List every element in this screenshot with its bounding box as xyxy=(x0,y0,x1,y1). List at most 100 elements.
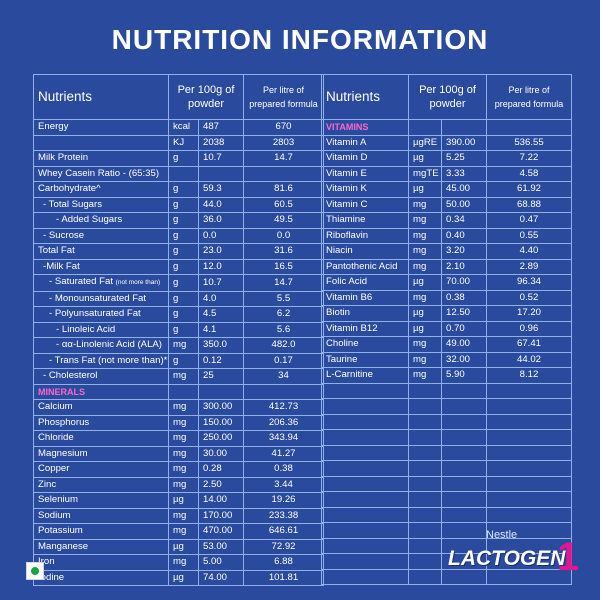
table-row: Milk Protein g 10.7 14.7 xyxy=(33,150,325,167)
empty-cell xyxy=(486,444,573,461)
per-100g-value: 10.7 xyxy=(197,150,245,167)
header-row: Nutrients Per 100g of powder Per litre o… xyxy=(33,74,325,120)
empty-row xyxy=(321,506,573,523)
unit-cell: g xyxy=(168,212,199,229)
nutrient-name: Carbohydrate^ xyxy=(33,181,169,198)
per-litre-value: 0.17 xyxy=(243,352,325,369)
table-row: Vitamin C mg 50.00 68.88 xyxy=(321,196,573,213)
per-litre-value: 61.92 xyxy=(486,181,573,198)
per-litre-value: 412.73 xyxy=(243,399,325,416)
table-row: Thiamine mg 0.34 0.47 xyxy=(321,212,573,229)
header-per-100g: Per 100g of powder xyxy=(407,74,488,120)
nutrient-name: Iodine xyxy=(33,569,169,586)
table-row: Copper mg 0.28 0.38 xyxy=(33,461,325,478)
empty-cell xyxy=(440,429,488,446)
per-100g-value: 12.0 xyxy=(197,258,245,275)
nutrient-label: Pantothenic Acid xyxy=(326,260,398,272)
nutrient-name: Sodium xyxy=(33,507,169,524)
per-litre-value: 101.81 xyxy=(243,569,325,586)
nutrient-name: Chloride xyxy=(33,430,169,447)
empty-row xyxy=(321,413,573,430)
nutrient-label: Vitamin A xyxy=(326,136,367,148)
brand-logo: Nestle LACTOGEN 1 xyxy=(448,527,588,587)
table-row: KJ 2038 2803 xyxy=(33,134,325,151)
nutrient-label: Vitamin B6 xyxy=(326,291,373,303)
per-100g-value: 45.00 xyxy=(440,181,488,198)
per-litre-value: 4.40 xyxy=(486,243,573,260)
per-litre-value: 343.94 xyxy=(243,430,325,447)
per-100g-value: 4.0 xyxy=(197,290,245,307)
table-row: Taurine mg 32.00 44.02 xyxy=(321,351,573,368)
nutrient-name: - Saturated Fat (not more than) xyxy=(33,274,169,292)
nutrient-label: - Added Sugars xyxy=(56,214,123,225)
per-100g-value: 170.00 xyxy=(197,507,245,524)
unit-cell: g xyxy=(168,274,199,292)
per-litre-value: 206.36 xyxy=(243,414,325,431)
empty-cell xyxy=(408,506,442,523)
table-row: Total Fat g 23.0 31.6 xyxy=(33,243,325,260)
per-litre-value: 233.38 xyxy=(243,507,325,524)
nutrient-name: Pantothenic Acid xyxy=(321,258,409,275)
per-litre-value: 31.6 xyxy=(243,243,325,260)
per-100g-value: 4.1 xyxy=(197,321,245,338)
page-title: NUTRITION INFORMATION xyxy=(111,24,489,55)
per-100g-value: 0.70 xyxy=(440,320,488,337)
nutrient-label: Iodine xyxy=(38,571,65,583)
empty-cell xyxy=(440,398,488,415)
stage-number: 1 xyxy=(557,535,580,579)
empty-cell xyxy=(440,491,488,508)
unit-cell: g xyxy=(168,306,199,323)
empty-cell xyxy=(440,460,488,477)
per-100g-value: 30.00 xyxy=(197,445,245,462)
nutrient-label: Energy xyxy=(38,121,69,132)
vitamins-heading: VITAMINS xyxy=(321,119,409,136)
nutrient-label: - Total Sugars xyxy=(43,198,103,210)
empty-cell xyxy=(486,119,573,136)
unit-cell: KJ xyxy=(168,134,199,151)
nutrient-label: -Milk Fat xyxy=(43,260,80,272)
nutrient-name: Iron xyxy=(33,554,169,571)
table-row: - αα-Linolenic Acid (ALA) mg 350.0 482.0 xyxy=(33,337,325,354)
unit-cell: mg xyxy=(408,336,442,353)
per-100g-value: 487 xyxy=(197,119,245,136)
unit-cell: mg xyxy=(408,212,442,229)
nutrient-label: Total Fat xyxy=(38,245,75,256)
nutrient-name: Energy xyxy=(33,119,169,136)
unit-cell: g xyxy=(168,196,199,213)
nutrient-name: - Polyunsaturated Fat xyxy=(33,306,169,323)
nutrient-label: Whey Casein Ratio - (65:35) xyxy=(38,167,160,179)
per-100g-value: 250.00 xyxy=(197,430,245,447)
table-row: Biotin µg 12.50 17.20 xyxy=(321,305,573,322)
empty-cell xyxy=(486,398,573,415)
table-row: Folic Acid µg 70.00 96.34 xyxy=(321,274,573,291)
nutrient-name: Potassium xyxy=(33,523,169,540)
table-row: - Monounsaturated Fat g 4.0 5.5 xyxy=(33,290,325,307)
empty-cell xyxy=(440,382,488,399)
nutrient-name: Magnesium xyxy=(33,445,169,462)
empty-cell xyxy=(486,506,573,523)
table-row: - Linoleic Acid g 4.1 5.6 xyxy=(33,321,325,338)
nutrient-label: Riboflavin xyxy=(326,229,369,241)
empty-cell xyxy=(408,537,442,554)
nutrient-name xyxy=(33,134,169,151)
nutrient-label: - Sucrose xyxy=(43,229,85,241)
table-row: Calcium mg 300.00 412.73 xyxy=(33,399,325,416)
nutrient-name: Calcium xyxy=(33,399,169,416)
empty-cell xyxy=(486,460,573,477)
header-per-100g: Per 100g of powder xyxy=(167,74,245,120)
nutrient-label: Sodium xyxy=(38,509,71,521)
lactogen-wordmark: LACTOGEN xyxy=(448,547,566,570)
nutrients-table-right: Nutrients Per 100g of powder Per litre o… xyxy=(321,74,573,585)
per-100g-value: 3.33 xyxy=(440,165,488,182)
empty-cell xyxy=(321,491,409,508)
per-litre-value: 96.34 xyxy=(486,274,573,291)
unit-cell: µg xyxy=(408,181,442,198)
per-100g-value: 390.00 xyxy=(440,134,488,151)
nutrient-name: Folic Acid xyxy=(321,274,409,291)
section-row: MINERALS xyxy=(33,383,325,400)
nutrient-label: Vitamin K xyxy=(326,183,367,194)
unit-cell: mg xyxy=(168,523,199,540)
table-row: Energy kcal 487 670 xyxy=(33,119,325,136)
per-100g-value: 14.00 xyxy=(197,492,245,509)
empty-cell xyxy=(321,382,409,399)
